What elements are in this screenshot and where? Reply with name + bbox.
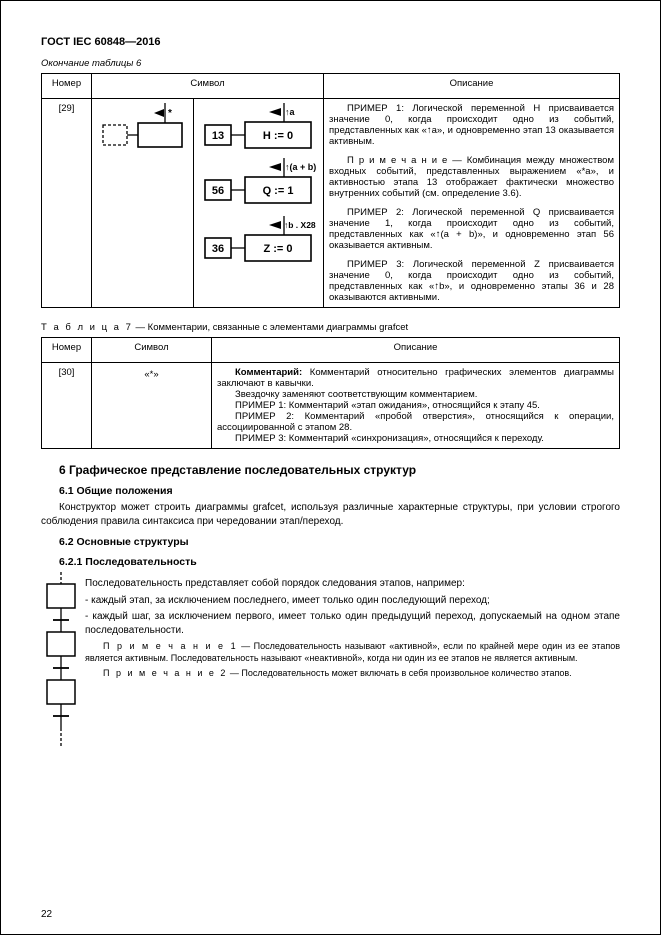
note1: П р и м е ч а н и е 1 — Последовательнос… <box>85 641 620 664</box>
th-number: Номер <box>42 74 92 99</box>
cell-description: Комментарий: Комментарий относительно гр… <box>212 363 620 449</box>
t7-d3: ПРИМЕР 1: Комментарий «этап ожидания», о… <box>217 400 614 411</box>
table6-row-29: [29] * ↑a <box>42 99 620 308</box>
svg-text:↑b . X28: ↑b . X28 <box>284 220 316 230</box>
grafcet-symbol-z0-icon: ↑b . X28 36 Z := 0 <box>199 216 319 274</box>
cell-symbol: «*» <box>92 363 212 449</box>
svg-text:36: 36 <box>212 243 224 255</box>
svg-text:↑(a + b): ↑(a + b) <box>285 162 316 172</box>
section-6-2-1-title: 6.2.1 Последовательность <box>41 556 620 568</box>
grafcet-sequence-icon <box>41 572 81 752</box>
section-6-1-title: 6.1 Общие положения <box>41 485 620 497</box>
table7-caption-rest: — Комментарии, связанные с элементами ди… <box>133 322 408 333</box>
t7-d1: Комментарий: Комментарий относительно гр… <box>217 367 614 389</box>
cell-symbol-generic: * <box>92 99 194 308</box>
table7: Номер Символ Описание [30] «*» Комментар… <box>41 337 620 449</box>
seq-p1: Последовательность представляет собой по… <box>85 577 620 591</box>
th-symbol: Символ <box>92 74 324 99</box>
sequence-diagram <box>41 572 81 752</box>
th-symbol: Символ <box>92 338 212 363</box>
svg-text:13: 13 <box>212 130 224 142</box>
desc-example2: ПРИМЕР 2: Логической переменной Q присва… <box>329 207 614 251</box>
svg-text:↑a: ↑a <box>285 107 296 117</box>
svg-text:56: 56 <box>212 185 224 197</box>
seq-b2: - каждый шаг, за исключением первого, им… <box>85 610 620 637</box>
sequence-block: Последовательность представляет собой по… <box>41 572 620 752</box>
table7-head-row: Номер Символ Описание <box>42 338 620 363</box>
table7-caption: Т а б л и ц а 7 — Комментарии, связанные… <box>41 322 620 333</box>
table6-head-row: Номер Символ Описание <box>42 74 620 99</box>
cell-description: ПРИМЕР 1: Логической переменной H присва… <box>324 99 620 308</box>
cell-symbol-examples: ↑a 13 H := 0 ↑(a + b) 56 <box>194 99 324 308</box>
th-description: Описание <box>212 338 620 363</box>
desc-example1: ПРИМЕР 1: Логической переменной H присва… <box>329 103 614 147</box>
note2: П р и м е ч а н и е 2 — Последовательнос… <box>85 668 620 680</box>
svg-text:Z := 0: Z := 0 <box>263 243 292 255</box>
grafcet-symbol-generic-icon: * <box>100 103 185 158</box>
table7-row-30: [30] «*» Комментарий: Комментарий относи… <box>42 363 620 449</box>
grafcet-symbol-h0-icon: ↑a 13 H := 0 <box>199 103 319 158</box>
desc-note: П р и м е ч а н и е — Комбинация между м… <box>329 155 614 199</box>
grafcet-symbol-q1-icon: ↑(a + b) 56 Q := 1 <box>199 158 319 216</box>
document-standard-header: ГОСТ IEC 60848—2016 <box>41 36 620 48</box>
t7-d5: ПРИМЕР 3: Комментарий «синхронизация», о… <box>217 433 614 444</box>
page-number: 22 <box>41 909 52 920</box>
t7-d4: ПРИМЕР 2: Комментарий «пробой отверстия»… <box>217 411 614 433</box>
section-6-1-paragraph: Конструктор может строить диаграммы graf… <box>41 501 620 528</box>
t7-d2: Звездочку заменяют соответствующим комме… <box>217 389 614 400</box>
cell-number: [29] <box>42 99 92 308</box>
th-description: Описание <box>324 74 620 99</box>
table6-continuation-caption: Окончание таблицы 6 <box>41 58 620 69</box>
th-number: Номер <box>42 338 92 363</box>
seq-b1: - каждый этап, за исключением последнего… <box>85 594 620 608</box>
cell-number: [30] <box>42 363 92 449</box>
section-6-2-title: 6.2 Основные структуры <box>41 536 620 548</box>
svg-text:*: * <box>168 108 172 119</box>
table6: Номер Символ Описание [29] * <box>41 73 620 308</box>
svg-text:H := 0: H := 0 <box>263 130 293 142</box>
svg-text:Q := 1: Q := 1 <box>263 185 294 197</box>
sequence-text: Последовательность представляет собой по… <box>81 572 620 680</box>
desc-example3: ПРИМЕР 3: Логической переменной Z присва… <box>329 259 614 303</box>
page: ГОСТ IEC 60848—2016 Окончание таблицы 6 … <box>0 0 661 935</box>
section-6-title: 6 Графическое представление последовател… <box>41 463 620 477</box>
table7-caption-label: Т а б л и ц а 7 <box>41 322 133 333</box>
